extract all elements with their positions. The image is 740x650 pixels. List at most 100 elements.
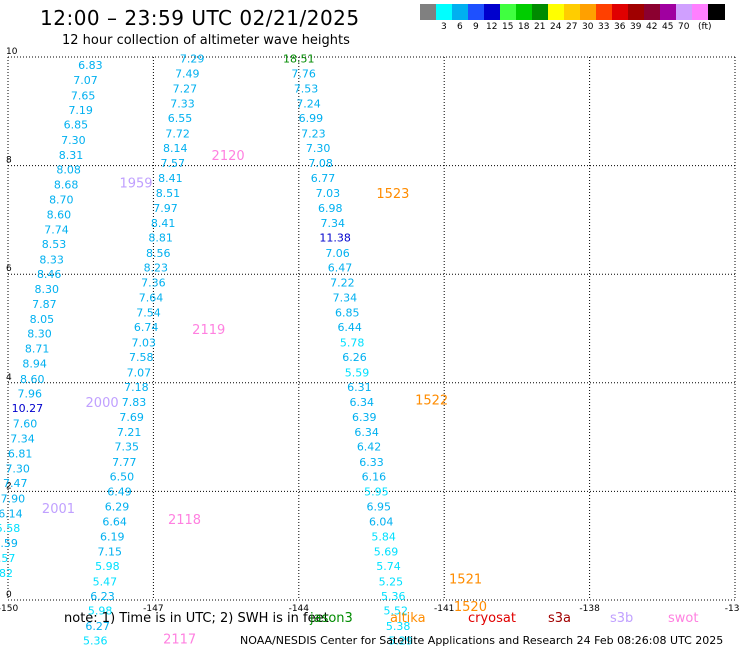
wave-height-value: 7.76 xyxy=(291,68,316,81)
wave-height-value: 7.34 xyxy=(10,433,35,446)
legend-label: 33 xyxy=(598,22,610,32)
satellite-s3a: s3a xyxy=(548,611,572,626)
legend-swatch xyxy=(564,4,581,20)
legend-swatch xyxy=(548,4,565,20)
wave-height-value: 5.58 xyxy=(0,522,20,535)
wave-height-value: 6.81 xyxy=(8,448,33,461)
wave-height-value: 6.04 xyxy=(369,516,394,529)
wave-height-value: 5.38 xyxy=(386,620,411,633)
wave-height-value: 7.30 xyxy=(61,134,86,147)
wave-height-value: 7.36 xyxy=(141,277,166,290)
wave-height-value: 8.33 xyxy=(39,253,64,266)
track-label: 1520 xyxy=(454,600,487,615)
legend-swatch xyxy=(580,4,597,20)
wave-height-value: 7.22 xyxy=(330,277,355,290)
wave-height-value: 5.25 xyxy=(379,575,404,588)
wave-height-value: 6.83 xyxy=(78,59,103,72)
wave-height-value: 7.90 xyxy=(1,492,26,505)
wave-height-value: 8.71 xyxy=(25,342,50,355)
wave-height-value: 8.51 xyxy=(156,187,181,200)
wave-height-value: 7.58 xyxy=(129,351,154,364)
wave-height-value: 7.53 xyxy=(294,82,319,95)
x-tick-label: -144 xyxy=(289,604,310,614)
wave-height-value: 6.39 xyxy=(352,411,377,424)
wave-height-value: 7.60 xyxy=(13,417,38,430)
wave-height-value: 7.77 xyxy=(112,456,137,469)
wave-height-value: 7.21 xyxy=(117,426,142,439)
wave-height-value: 11.38 xyxy=(319,232,351,245)
satellite-cryosat: cryosat xyxy=(468,611,516,626)
wave-height-value: 5.98 xyxy=(95,560,120,573)
track-label: 1522 xyxy=(415,394,448,409)
wave-height-value: 6.99 xyxy=(299,112,324,125)
x-tick-label: -138 xyxy=(579,604,600,614)
wave-height-value: 6.29 xyxy=(105,500,130,513)
legend-label: 24 xyxy=(550,22,562,32)
wave-height-value: 6.50 xyxy=(110,471,135,484)
legend-label: 36 xyxy=(614,22,626,32)
wave-height-value: 8.70 xyxy=(49,194,74,207)
wave-height-value: 7.19 xyxy=(68,104,93,117)
wave-height-value: 7.34 xyxy=(333,291,358,304)
y-tick-label: 2 xyxy=(6,481,12,491)
wave-height-value: 7.72 xyxy=(165,127,190,140)
track-label: 1523 xyxy=(376,187,409,202)
wave-height-value: 7.34 xyxy=(320,217,345,230)
legend-swatch xyxy=(660,4,677,20)
wave-height-value: 6.44 xyxy=(337,321,362,334)
wave-height-value: 8.53 xyxy=(42,238,67,251)
wave-height-value: 8.14 xyxy=(163,142,188,155)
legend-label: 39 xyxy=(630,22,642,32)
wave-height-value: 7.54 xyxy=(136,307,161,320)
legend-swatch xyxy=(532,4,549,20)
legend-swatch xyxy=(596,4,613,20)
wave-height-value: 5.36 xyxy=(83,635,108,648)
wave-height-value: 8.60 xyxy=(47,208,72,221)
wave-height-value: 7.33 xyxy=(170,97,195,110)
wave-height-value: 8.46 xyxy=(37,268,62,281)
wave-height-value: 7.29 xyxy=(180,52,205,65)
x-tick-label: -147 xyxy=(143,604,163,614)
wave-height-value: 6.49 xyxy=(107,486,132,499)
wave-height-value: 6.27 xyxy=(85,620,110,633)
wave-height-value: 6.77 xyxy=(311,172,336,185)
track-label: 2120 xyxy=(212,149,245,164)
wave-height-value: 7.07 xyxy=(127,366,152,379)
x-tick-label: -150 xyxy=(0,604,18,614)
wave-height-value: 7.65 xyxy=(71,89,96,102)
track-label: 2118 xyxy=(168,513,201,528)
footer-credit: NOAA/NESDIS Center for Satellite Applica… xyxy=(240,634,724,647)
legend-label: 6 xyxy=(457,22,463,32)
wave-height-value: 5.57 xyxy=(0,552,15,565)
legend-swatch xyxy=(516,4,533,20)
legend-label: 27 xyxy=(566,22,578,32)
wave-height-value: 6.59 xyxy=(0,537,18,550)
wave-height-value: 8.94 xyxy=(22,358,47,371)
track-label: 1521 xyxy=(449,573,482,588)
wave-height-value: 8.05 xyxy=(30,313,55,326)
wave-height-value: 6.34 xyxy=(350,396,375,409)
wave-height-value: 6.23 xyxy=(90,590,115,603)
legend-swatch xyxy=(484,4,501,20)
wave-height-value: 7.57 xyxy=(161,157,186,170)
wave-height-value: 5.59 xyxy=(345,366,370,379)
wave-height-value: 7.03 xyxy=(131,336,156,349)
legend-swatch xyxy=(468,4,485,20)
wave-height-value: 7.49 xyxy=(175,68,200,81)
legend-swatch xyxy=(612,4,629,20)
legend-label: 45 xyxy=(662,22,674,32)
wave-height-value: 6.19 xyxy=(100,530,125,543)
wave-height-value: 6.98 xyxy=(318,202,343,215)
wave-height-value: 6.85 xyxy=(335,307,360,320)
legend-label: 12 xyxy=(486,22,498,32)
note-text: note: 1) Time is in UTC; 2) SWH is in fe… xyxy=(64,611,329,626)
wave-height-value: 8.41 xyxy=(158,172,183,185)
track-label: 2001 xyxy=(42,502,75,517)
y-tick-label: 0 xyxy=(6,590,12,600)
y-tick-label: 10 xyxy=(6,47,18,57)
wave-height-value: 7.08 xyxy=(308,157,333,170)
wave-height-value: 8.23 xyxy=(144,261,169,274)
wave-height-value: 5.47 xyxy=(93,575,118,588)
wave-height-value: 7.15 xyxy=(98,545,123,558)
wave-height-value: 5.95 xyxy=(364,486,389,499)
